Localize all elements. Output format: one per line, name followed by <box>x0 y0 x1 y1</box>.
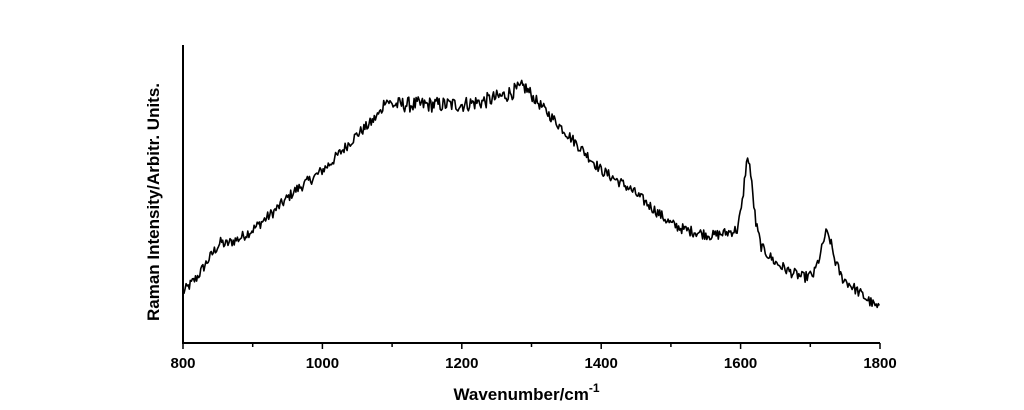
plot-area <box>182 79 880 309</box>
axes: 800 1000 1200 1400 1600 1800 <box>170 45 897 372</box>
x-tick-label: 1200 <box>445 355 478 372</box>
x-tick-label: 1000 <box>306 355 339 372</box>
x-axis-title: Wavenumber/cm-1 <box>453 381 599 404</box>
x-tick-label: 1400 <box>585 355 618 372</box>
x-tick-label: 1600 <box>724 355 757 372</box>
x-axis-title-superscript: -1 <box>589 381 600 395</box>
x-tick-label: 800 <box>170 355 195 372</box>
x-axis-title-text: Wavenumber/cm <box>453 385 588 404</box>
y-axis-title: Raman Intensity/Arbitr. Units. <box>144 83 163 321</box>
spectrum-line <box>182 79 880 309</box>
x-axis-ticks: 800 1000 1200 1400 1600 1800 <box>170 343 897 372</box>
x-tick-label: 1800 <box>863 355 896 372</box>
